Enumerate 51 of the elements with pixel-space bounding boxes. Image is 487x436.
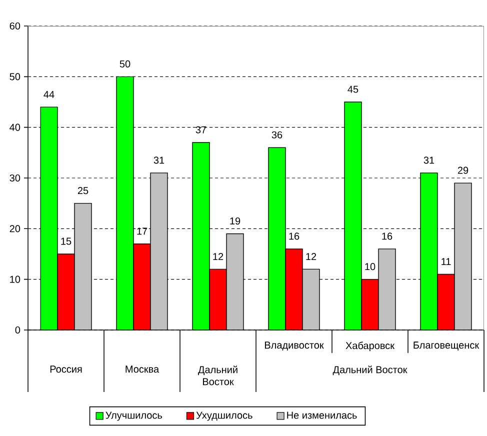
bar (150, 172, 168, 330)
y-tick-label: 60 (10, 22, 20, 30)
data-label: 31 (154, 156, 164, 164)
bar (285, 248, 303, 330)
data-label: 19 (230, 217, 240, 225)
bar (133, 244, 151, 330)
data-label: 12 (306, 253, 316, 260)
x-tick-label: Владивосток (264, 342, 324, 351)
legend-label: Улучшилось (106, 412, 162, 421)
data-label: 37 (196, 126, 206, 134)
y-tick-label: 30 (10, 174, 20, 182)
data-label: 16 (382, 232, 392, 240)
bar (268, 147, 286, 330)
bar (378, 248, 396, 330)
x-tick-label: Дальний Восток (198, 366, 238, 386)
data-label: 50 (120, 60, 130, 68)
data-label: 25 (78, 187, 88, 194)
bar (454, 182, 472, 330)
x-tick-label: Благовещенск (414, 342, 480, 351)
bar (192, 142, 210, 330)
bar (344, 102, 362, 330)
y-tick-label: 20 (10, 225, 20, 232)
bar (116, 76, 134, 330)
bar (361, 278, 379, 330)
y-tick-label: 50 (10, 73, 20, 80)
bar (420, 172, 438, 330)
x-tick-label: Хабаровск (346, 342, 395, 352)
data-label: 11 (442, 258, 451, 266)
bar (57, 254, 75, 330)
bar (74, 202, 92, 330)
data-label: 16 (289, 232, 300, 240)
data-label: 15 (61, 238, 72, 245)
data-label: 45 (348, 86, 358, 93)
bar (226, 233, 244, 330)
data-label: 10 (365, 263, 376, 270)
y-tick-label: 10 (10, 276, 20, 283)
legend-label: Не изменилась (287, 412, 357, 419)
data-label: 12 (213, 253, 224, 260)
data-label: 44 (44, 90, 54, 98)
bar (40, 106, 58, 330)
legend-label: Ухудшилось (196, 412, 252, 421)
x-tick-label: Москва (126, 366, 160, 373)
data-label: 36 (272, 131, 282, 138)
x-tick-label: Россия (50, 366, 82, 373)
bar (209, 268, 227, 330)
bar (437, 274, 455, 330)
data-label: 29 (458, 166, 468, 174)
bar (302, 268, 320, 330)
y-tick-label: 40 (10, 124, 20, 131)
y-tick-label: 0 (15, 326, 20, 334)
data-label: 31 (424, 156, 434, 164)
